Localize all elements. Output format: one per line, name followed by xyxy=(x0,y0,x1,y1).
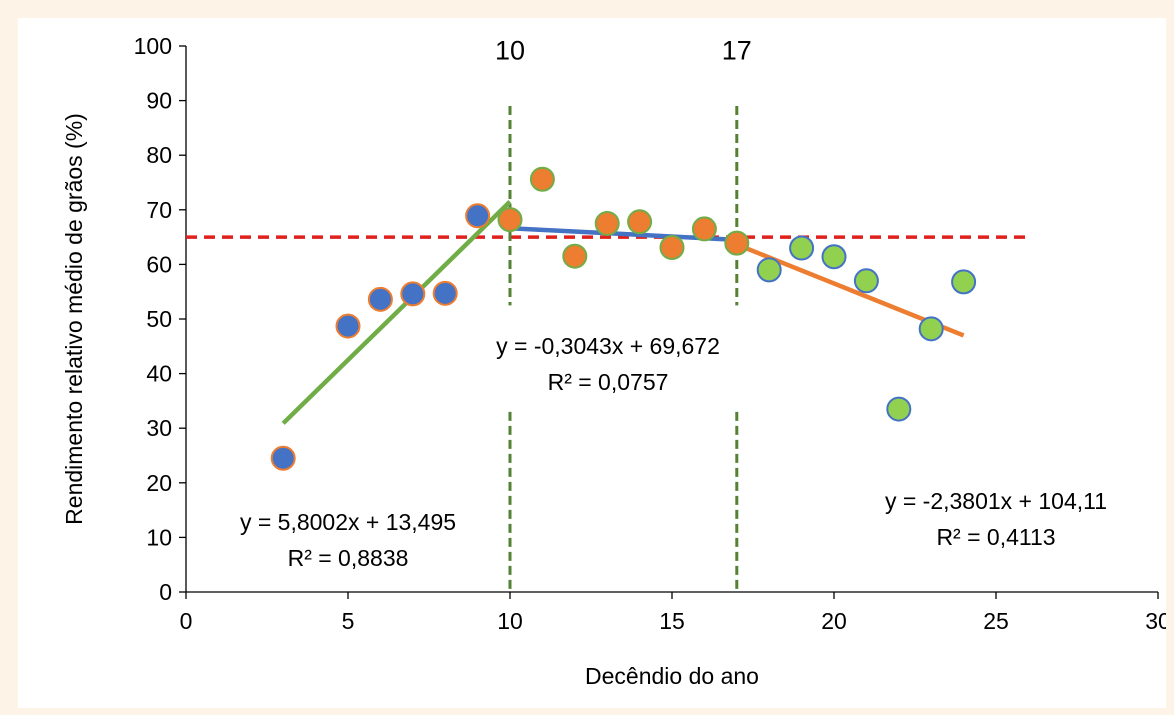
trend-equation-1: y = 5,8002x + 13,495 xyxy=(240,509,456,535)
trend-equation-3: y = -2,3801x + 104,11 xyxy=(885,488,1107,514)
scatter-chart: 0 10 20 30 40 50 60 70 80 90 100 0 5 10 15 20 25 30 10 17 y… xyxy=(61,33,1166,689)
data-point xyxy=(724,230,750,256)
trend-r2-1: R² = 0,8838 xyxy=(288,545,409,571)
x-tick-label: 5 xyxy=(342,608,355,634)
x-tick-label: 0 xyxy=(180,608,193,634)
data-point xyxy=(789,235,815,261)
data-point xyxy=(691,216,717,242)
data-point xyxy=(367,286,393,312)
y-tick-label: 70 xyxy=(146,197,172,223)
data-point xyxy=(853,268,879,294)
data-point xyxy=(918,316,944,342)
trend-r2-3: R² = 0,4113 xyxy=(936,524,1055,550)
reference-lines xyxy=(186,106,1029,592)
chart-area: 0 10 20 30 40 50 60 70 80 90 100 0 5 10 15 20 25 30 10 17 y… xyxy=(18,18,1166,708)
vertical-label-10: 10 xyxy=(495,36,525,66)
data-point xyxy=(627,209,653,235)
x-tick-label: 30 xyxy=(1145,608,1166,634)
axes xyxy=(179,45,1159,599)
data-point xyxy=(594,210,620,236)
x-tick-label: 20 xyxy=(821,608,847,634)
y-tick-label: 80 xyxy=(146,142,172,168)
y-tick-label: 90 xyxy=(146,88,172,114)
data-point xyxy=(400,281,426,307)
data-point xyxy=(821,244,847,270)
y-tick-label: 0 xyxy=(159,579,172,605)
data-point xyxy=(886,396,912,422)
annotations: 10 17 y = 5,8002x + 13,495 R² = 0,8838 y = -… xyxy=(240,36,1107,571)
data-point xyxy=(562,243,588,269)
data-point xyxy=(432,280,458,306)
y-tick-label: 50 xyxy=(146,306,172,332)
vertical-label-17: 17 xyxy=(722,36,752,66)
y-tick-label: 60 xyxy=(146,251,172,277)
x-tick-label: 25 xyxy=(983,608,1009,634)
y-tick-label: 30 xyxy=(146,415,172,441)
trend-r2-2: R² = 0,0757 xyxy=(548,369,669,395)
trend-equation-2: y = -0,3043x + 69,672 xyxy=(496,333,720,359)
y-tick-label: 100 xyxy=(134,33,172,59)
y-tick-label: 40 xyxy=(146,361,172,387)
x-tick-label: 10 xyxy=(497,608,523,634)
tick-labels: 0 10 20 30 40 50 60 70 80 90 100 0 5 10 15 20 25 30 xyxy=(134,33,1166,634)
data-points xyxy=(270,166,977,471)
data-point xyxy=(756,257,782,283)
data-point xyxy=(465,203,491,229)
trendline-1 xyxy=(281,200,512,425)
data-point xyxy=(529,166,555,192)
data-point xyxy=(335,313,361,339)
x-tick-label: 15 xyxy=(659,608,685,634)
y-axis-title: Rendimento relativo médio de grãos (%) xyxy=(61,113,87,525)
data-point xyxy=(497,207,523,233)
x-axis-title: Decêndio do ano xyxy=(585,663,759,689)
data-point xyxy=(951,269,977,295)
y-tick-label: 10 xyxy=(146,524,172,550)
y-tick-label: 20 xyxy=(146,470,172,496)
data-point xyxy=(270,445,296,471)
data-point xyxy=(659,234,685,260)
